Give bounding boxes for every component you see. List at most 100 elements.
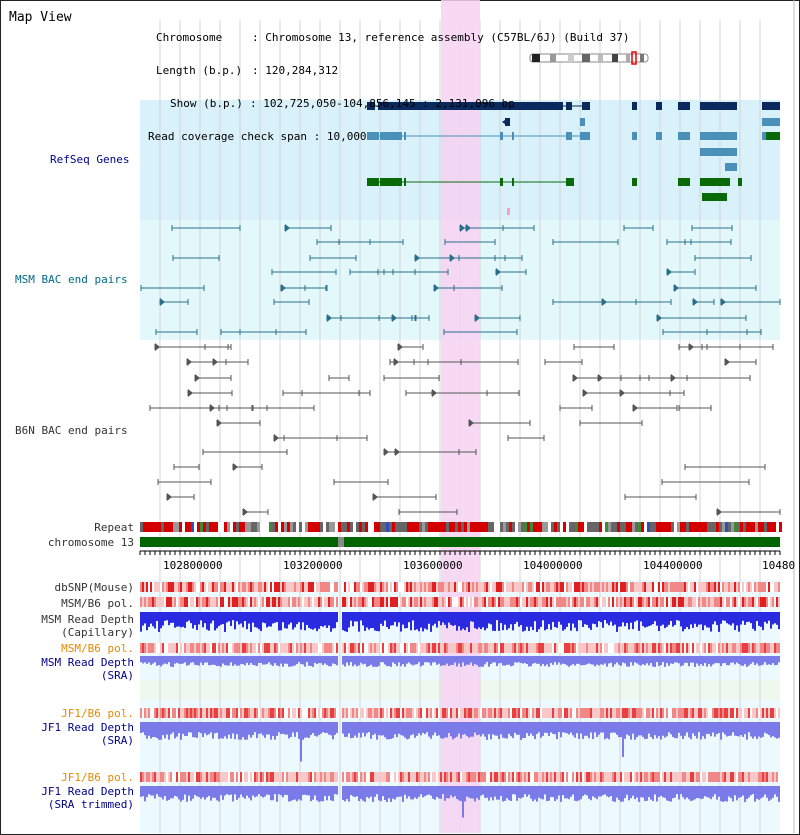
repeat-element — [296, 522, 299, 532]
density-cell — [502, 708, 504, 718]
depth-bar — [562, 722, 564, 733]
density-cell — [506, 597, 508, 607]
density-cell — [276, 772, 278, 782]
depth-bar — [484, 722, 486, 737]
depth-bar — [462, 656, 464, 663]
depth-bar — [648, 786, 650, 798]
density-cell — [752, 708, 754, 718]
depth-bar — [624, 612, 626, 627]
depth-bar — [466, 786, 468, 797]
track-label-jf1-b6-pol[interactable]: JF1/B6 pol. — [61, 707, 134, 720]
depth-bar — [602, 722, 604, 733]
depth-bar — [442, 786, 444, 795]
density-cell — [652, 643, 654, 653]
b6n-bac-pair — [620, 389, 625, 397]
repeat-element — [443, 522, 446, 532]
depth-bar — [288, 612, 290, 625]
density-cell — [224, 582, 226, 592]
density-cell — [566, 643, 568, 653]
depth-bar — [746, 656, 748, 667]
track-label-jf1-depth-trimmed[interactable]: JF1 Read Depth — [41, 785, 134, 798]
depth-bar — [224, 786, 226, 796]
density-cell — [740, 643, 742, 653]
density-cell — [160, 597, 162, 607]
depth-bar — [210, 656, 212, 666]
depth-bar — [720, 722, 722, 740]
depth-bar — [332, 786, 334, 802]
density-cell — [432, 643, 434, 653]
repeat-element — [290, 522, 293, 532]
density-cell — [770, 597, 772, 607]
track-label-msm-depth-capillary[interactable]: MSM Read Depth — [41, 613, 134, 626]
density-cell — [284, 772, 286, 782]
track-label-msm-bac[interactable]: MSM BAC end pairs — [15, 273, 128, 286]
depth-bar — [580, 786, 582, 800]
depth-bar — [366, 786, 368, 798]
depth-bar — [294, 656, 296, 666]
track-label-msm-b6-pol-sra[interactable]: MSM/B6 pol. — [61, 642, 134, 655]
density-cell — [158, 708, 160, 718]
density-cell — [494, 772, 496, 782]
density-cell — [368, 708, 370, 718]
density-cell — [406, 582, 408, 592]
track-label-msm-b6-pol[interactable]: MSM/B6 pol. — [61, 597, 134, 610]
track-label-repeat[interactable]: Repeat — [94, 521, 134, 534]
depth-bar — [232, 656, 234, 666]
depth-bar — [588, 722, 590, 739]
depth-bar — [684, 722, 686, 736]
depth-bar — [244, 722, 246, 740]
repeat-element — [614, 522, 617, 532]
density-cell — [662, 772, 664, 782]
depth-bar — [420, 656, 422, 667]
depth-bar — [670, 612, 672, 621]
track-label-msm-depth-sra[interactable]: MSM Read Depth — [41, 656, 134, 669]
repeat-element — [770, 522, 773, 532]
track-label-b6n-bac[interactable]: B6N BAC end pairs — [15, 424, 128, 437]
density-cell — [262, 772, 264, 782]
density-cell — [504, 643, 506, 653]
density-cell — [162, 582, 164, 592]
depth-bar — [480, 656, 482, 667]
density-cell — [646, 708, 648, 718]
depth-bar — [594, 656, 596, 667]
depth-bar — [532, 612, 534, 631]
density-cell — [632, 597, 634, 607]
depth-bar — [252, 612, 254, 623]
depth-bar — [470, 656, 472, 663]
density-cell — [320, 772, 322, 782]
depth-bar — [502, 612, 504, 631]
track-label-refseq[interactable]: RefSeq Genes — [50, 153, 130, 166]
density-cell — [458, 597, 460, 607]
depth-bar — [312, 722, 314, 733]
depth-bar — [400, 786, 402, 797]
density-cell — [632, 582, 634, 592]
density-cell — [642, 772, 644, 782]
depth-bar — [766, 656, 768, 665]
depth-bar — [548, 612, 550, 625]
depth-bar — [184, 786, 186, 795]
depth-bar — [534, 656, 536, 663]
density-cell — [168, 582, 170, 592]
depth-bar — [174, 612, 176, 628]
density-cell — [758, 772, 760, 782]
density-cell — [318, 708, 320, 718]
depth-bar — [196, 786, 198, 797]
depth-bar — [360, 656, 362, 663]
density-cell — [284, 708, 286, 718]
track-label-chromosome[interactable]: chromosome 13 — [47, 536, 134, 549]
depth-bar — [362, 722, 364, 733]
track-label-jf1-depth-sra[interactable]: JF1 Read Depth — [41, 721, 134, 734]
density-cell — [186, 708, 188, 718]
density-cell — [330, 772, 332, 782]
depth-bar — [648, 722, 650, 734]
depth-bar — [388, 786, 390, 799]
depth-bar — [568, 612, 570, 624]
density-cell — [384, 582, 386, 592]
depth-bar — [546, 786, 548, 802]
track-label-dbsnp[interactable]: dbSNP(Mouse) — [54, 581, 134, 594]
density-cell — [518, 597, 520, 607]
msm-bac-pair — [693, 298, 698, 306]
track-label-jf1-b6-pol-2[interactable]: JF1/B6 pol. — [61, 771, 134, 784]
density-cell — [520, 597, 522, 607]
depth-bar — [424, 612, 426, 629]
